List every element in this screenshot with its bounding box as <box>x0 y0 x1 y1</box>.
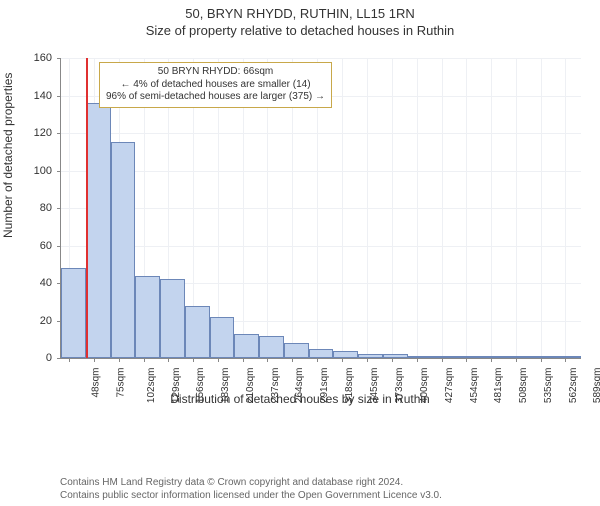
gridline-v <box>516 58 517 358</box>
histogram-bar <box>234 334 259 358</box>
x-axis-label: Distribution of detached houses by size … <box>0 392 600 406</box>
chart-caption: Contains HM Land Registry data © Crown c… <box>60 476 442 502</box>
y-tick-mark <box>57 171 61 172</box>
gridline-h <box>61 208 581 209</box>
gridline-v <box>442 58 443 358</box>
y-tick-label: 60 <box>22 240 52 252</box>
y-tick-mark <box>57 208 61 209</box>
x-tick-mark <box>243 358 244 362</box>
y-tick-mark <box>57 246 61 247</box>
x-tick-mark <box>491 358 492 362</box>
x-tick-mark <box>541 358 542 362</box>
y-tick-label: 100 <box>22 165 52 177</box>
histogram-bar <box>309 349 334 358</box>
x-tick-mark <box>168 358 169 362</box>
histogram-bar <box>333 351 358 359</box>
gridline-v <box>541 58 542 358</box>
histogram-bar <box>185 306 210 359</box>
y-tick-mark <box>57 133 61 134</box>
chart-title-main: 50, BRYN RHYDD, RUTHIN, LL15 1RN <box>0 6 600 21</box>
annotation-box: 50 BRYN RHYDD: 66sqm← 4% of detached hou… <box>99 62 332 108</box>
caption-line-1: Contains HM Land Registry data © Crown c… <box>60 476 442 489</box>
y-tick-label: 40 <box>22 277 52 289</box>
x-tick-mark <box>144 358 145 362</box>
x-tick-mark <box>317 358 318 362</box>
y-tick-label: 80 <box>22 202 52 214</box>
histogram-bar <box>408 356 433 358</box>
histogram-bar <box>135 276 160 359</box>
x-tick-mark <box>267 358 268 362</box>
histogram-bar <box>531 356 556 358</box>
y-tick-mark <box>57 58 61 59</box>
chart-container: Number of detached properties 50 BRYN RH… <box>0 48 600 428</box>
plot-area: 50 BRYN RHYDD: 66sqm← 4% of detached hou… <box>60 58 581 359</box>
annotation-line: 96% of semi-detached houses are larger (… <box>106 91 325 104</box>
x-tick-mark <box>193 358 194 362</box>
histogram-bar <box>259 336 284 359</box>
histogram-bar <box>482 356 507 358</box>
gridline-v <box>342 58 343 358</box>
y-axis-label: Number of detached properties <box>1 73 15 238</box>
y-tick-label: 20 <box>22 315 52 327</box>
reference-line <box>86 58 88 358</box>
x-tick-mark <box>94 358 95 362</box>
histogram-bar <box>556 356 581 358</box>
y-tick-label: 160 <box>22 52 52 64</box>
histogram-bar <box>457 356 482 358</box>
x-tick-mark <box>442 358 443 362</box>
gridline-v <box>466 58 467 358</box>
histogram-bar <box>432 356 457 358</box>
caption-line-2: Contains public sector information licen… <box>60 489 442 502</box>
x-tick-mark <box>367 358 368 362</box>
y-tick-mark <box>57 358 61 359</box>
gridline-v <box>417 58 418 358</box>
histogram-bar <box>383 354 408 358</box>
histogram-bar <box>210 317 235 358</box>
x-tick-mark <box>417 358 418 362</box>
x-tick-mark <box>565 358 566 362</box>
gridline-v <box>392 58 393 358</box>
x-tick-mark <box>342 358 343 362</box>
histogram-bar <box>160 279 185 358</box>
gridline-h <box>61 58 581 59</box>
x-tick-mark <box>466 358 467 362</box>
histogram-bar <box>358 354 383 358</box>
gridline-v <box>491 58 492 358</box>
annotation-line: 50 BRYN RHYDD: 66sqm <box>106 66 325 79</box>
annotation-line: ← 4% of detached houses are smaller (14) <box>106 79 325 92</box>
histogram-bar <box>61 268 86 358</box>
gridline-h <box>61 171 581 172</box>
x-tick-mark <box>119 358 120 362</box>
gridline-v <box>565 58 566 358</box>
x-tick-mark <box>516 358 517 362</box>
histogram-bar <box>111 142 136 358</box>
y-tick-label: 120 <box>22 127 52 139</box>
histogram-bar <box>284 343 309 358</box>
y-tick-label: 0 <box>22 352 52 364</box>
chart-title-sub: Size of property relative to detached ho… <box>0 23 600 38</box>
y-tick-mark <box>57 96 61 97</box>
histogram-bar <box>507 356 532 358</box>
gridline-h <box>61 133 581 134</box>
gridline-v <box>367 58 368 358</box>
x-tick-mark <box>218 358 219 362</box>
histogram-bar <box>86 103 111 358</box>
x-tick-mark <box>69 358 70 362</box>
y-tick-label: 140 <box>22 90 52 102</box>
x-tick-mark <box>392 358 393 362</box>
gridline-h <box>61 246 581 247</box>
x-tick-mark <box>292 358 293 362</box>
